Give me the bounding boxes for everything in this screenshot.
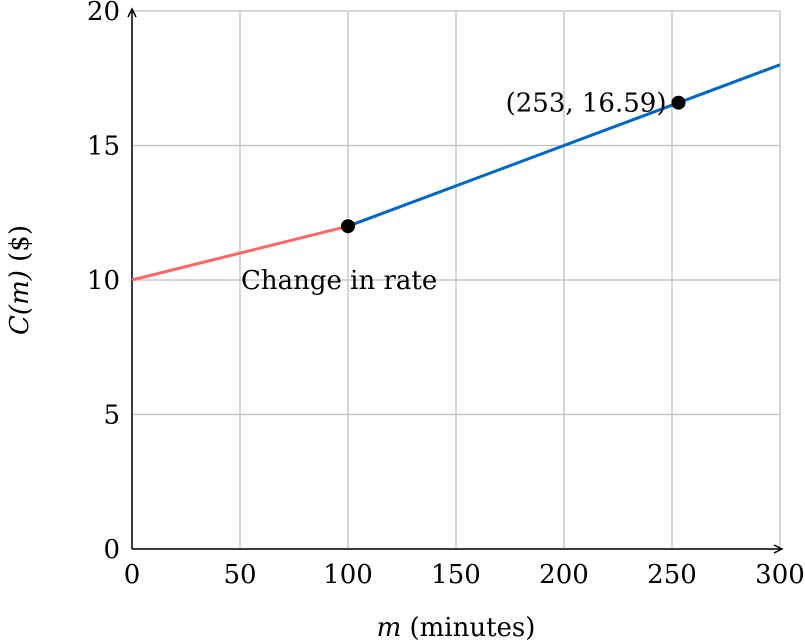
series	[131, 63, 781, 282]
x-tick-label: 200	[539, 560, 589, 590]
annotation-label: Change in rate	[241, 266, 437, 296]
grid	[131, 10, 781, 550]
y-tick-label: 5	[103, 401, 120, 431]
data-point	[341, 219, 355, 234]
x-tick-label: 300	[755, 560, 805, 590]
x-tick-label: 150	[431, 560, 481, 590]
x-tick-label: 0	[124, 560, 141, 590]
x-axis-label: m (minutes)	[377, 613, 536, 643]
y-axis-arrow	[127, 7, 137, 18]
data-point	[671, 95, 686, 110]
y-tick-label: 10	[87, 266, 120, 296]
x-axis-arrow	[773, 544, 784, 554]
x-tick-label: 50	[223, 560, 256, 590]
points: (253, 16.59)	[341, 89, 686, 234]
y-tick-label: 0	[103, 535, 120, 565]
series-line-1	[347, 63, 781, 228]
series-line-0	[131, 224, 349, 282]
y-tick-label: 20	[87, 0, 120, 27]
y-tick-label: 15	[87, 132, 120, 162]
x-tick-label: 100	[323, 560, 373, 590]
x-tick-label: 250	[647, 560, 697, 590]
tick-labels: 0 50 100 150 200 250 300 0 5 10 15 20	[87, 0, 805, 590]
annotations: Change in rate	[241, 266, 437, 296]
axes	[127, 7, 784, 554]
y-axis-label: C(m) ($)	[5, 225, 35, 335]
point-label: (253, 16.59)	[506, 89, 667, 119]
